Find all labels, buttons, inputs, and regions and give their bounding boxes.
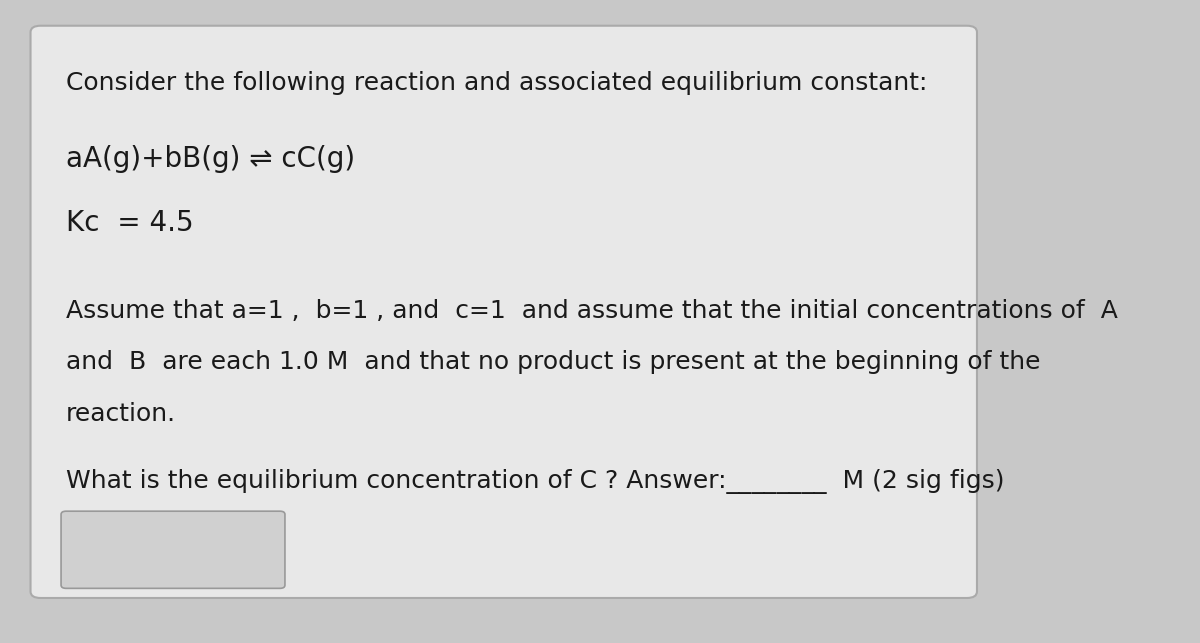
Text: Consider the following reaction and associated equilibrium constant:: Consider the following reaction and asso… bbox=[66, 71, 928, 95]
Text: What is the equilibrium concentration of C ? Answer:________  M (2 sig figs): What is the equilibrium concentration of… bbox=[66, 469, 1004, 494]
Text: aA(g)+bB(g) ⇌ cC(g): aA(g)+bB(g) ⇌ cC(g) bbox=[66, 145, 355, 173]
Text: reaction.: reaction. bbox=[66, 402, 176, 426]
FancyBboxPatch shape bbox=[30, 26, 977, 598]
FancyBboxPatch shape bbox=[61, 511, 284, 588]
Text: Kc  = 4.5: Kc = 4.5 bbox=[66, 209, 193, 237]
Text: and  B  are each 1.0 M  and that no product is present at the beginning of the: and B are each 1.0 M and that no product… bbox=[66, 350, 1040, 374]
Text: Assume that a=1 ,  b=1 , and  c=1  and assume that the initial concentrations of: Assume that a=1 , b=1 , and c=1 and assu… bbox=[66, 299, 1118, 323]
